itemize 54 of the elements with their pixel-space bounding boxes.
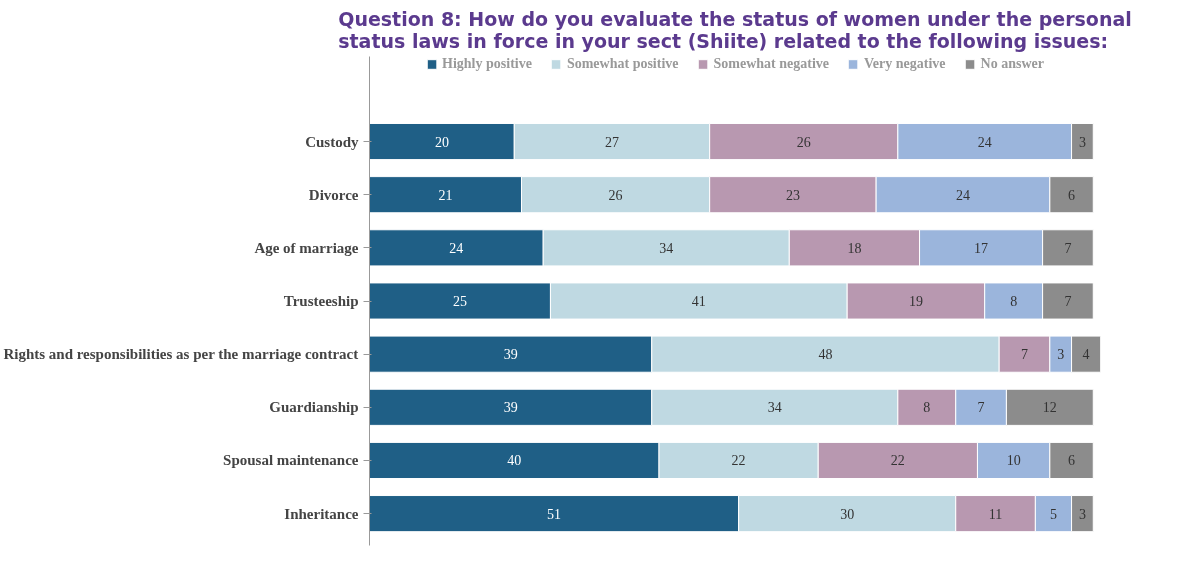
data-label: 23 xyxy=(785,187,800,203)
legend-label: Highly positive xyxy=(442,56,532,72)
data-label: 11 xyxy=(988,506,1003,522)
y-tick-label: Trusteeship xyxy=(283,293,359,309)
data-label: 7 xyxy=(1021,347,1029,363)
y-tick-label: Age of marriage xyxy=(254,239,359,256)
legend-label: Somewhat positive xyxy=(566,56,679,72)
legend-label: No answer xyxy=(980,56,1044,72)
data-label: 41 xyxy=(691,294,706,309)
data-label: 26 xyxy=(608,187,623,203)
chart-title: Question 8: How do you evaluate the status of women under the personal status laws in force in your sect (Shiite) related to the following issues: xyxy=(338,7,1132,52)
data-label: 25 xyxy=(452,294,467,309)
data-label: 19 xyxy=(908,294,923,309)
data-label: 30 xyxy=(840,506,855,522)
data-label: 51 xyxy=(547,506,562,522)
data-label: 39 xyxy=(503,347,518,363)
legend-label: Very negative xyxy=(864,56,946,72)
data-label: 5 xyxy=(1049,506,1057,522)
data-label: 17 xyxy=(974,240,989,256)
data-label: 34 xyxy=(659,240,674,256)
y-tick-label: Inheritance xyxy=(284,505,359,522)
data-label: 20 xyxy=(434,134,449,150)
data-label: 48 xyxy=(818,347,833,363)
data-label: 7 xyxy=(1064,294,1072,309)
legend-label: Somewhat negative xyxy=(713,56,830,72)
data-label: 12 xyxy=(1042,400,1057,416)
data-label: 8 xyxy=(1010,294,1018,309)
data-label: 26 xyxy=(796,134,811,150)
data-label: 22 xyxy=(731,453,746,469)
data-label: 34 xyxy=(767,400,782,416)
data-label: 22 xyxy=(890,453,905,469)
y-tick-label: Custody xyxy=(305,133,359,150)
y-tick-label: Divorce xyxy=(308,186,359,203)
data-label: 40 xyxy=(507,453,522,469)
data-label: 24 xyxy=(977,134,992,150)
data-label: 7 xyxy=(1064,240,1072,256)
y-tick-label: Rights and responsibilities as per the marriage contract xyxy=(3,346,359,363)
data-label: 6 xyxy=(1068,187,1076,203)
data-label: 18 xyxy=(847,240,862,256)
data-label: 24 xyxy=(955,187,970,203)
data-label: 3 xyxy=(1078,506,1086,522)
data-label: 8 xyxy=(923,400,931,416)
data-label: 24 xyxy=(449,240,464,256)
data-label: 10 xyxy=(1006,453,1021,469)
data-label: 3 xyxy=(1057,347,1065,363)
data-label: 27 xyxy=(604,134,619,150)
data-label: 39 xyxy=(503,400,518,416)
data-label: 6 xyxy=(1068,453,1076,469)
y-tick-label: Guardianship xyxy=(269,399,359,416)
data-label: 21 xyxy=(438,187,453,203)
data-label: 3 xyxy=(1078,134,1086,150)
y-tick-label: Spousal maintenance xyxy=(223,452,359,469)
data-label: 4 xyxy=(1082,347,1090,363)
data-label: 7 xyxy=(977,400,985,416)
